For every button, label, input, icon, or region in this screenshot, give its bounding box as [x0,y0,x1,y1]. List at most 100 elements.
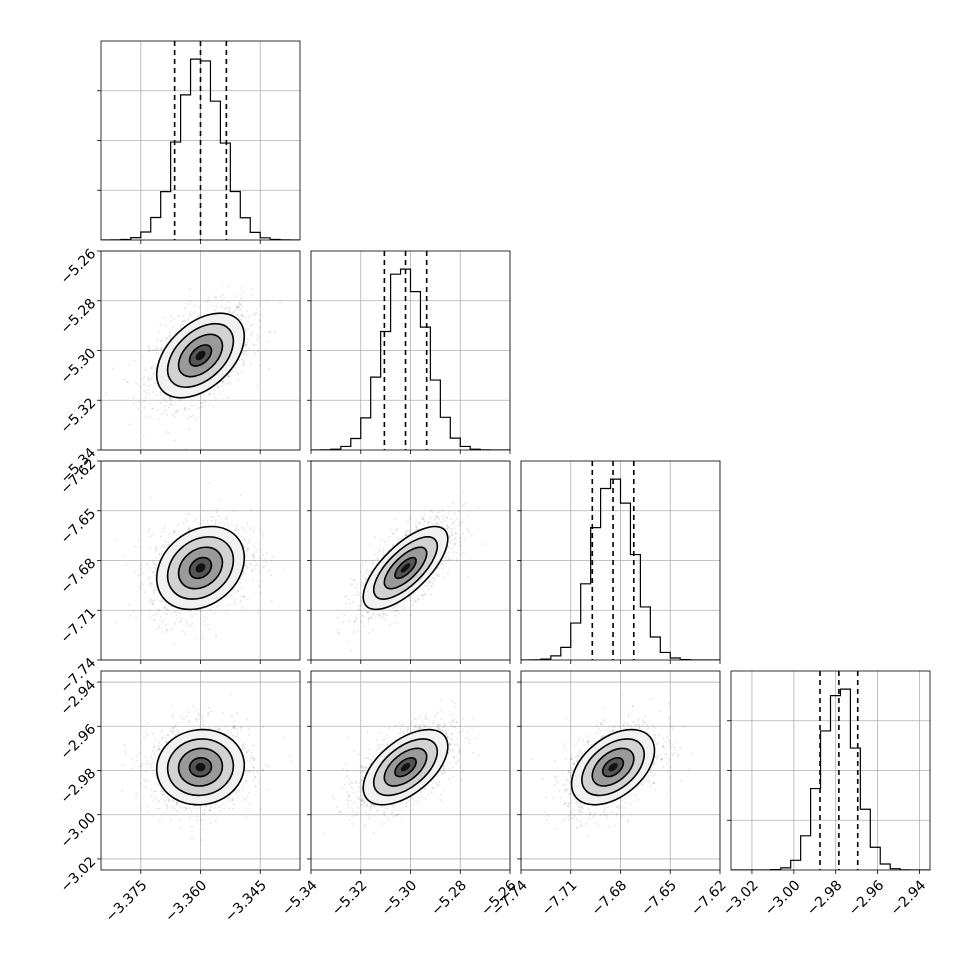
scatter-point [148,527,151,531]
scatter-point [192,705,195,708]
scatter-point [221,281,224,284]
scatter-point [139,806,142,809]
scatter-point [142,434,145,437]
scatter-point [435,521,438,525]
scatter-point [242,570,245,573]
scatter-point [345,640,348,643]
scatter-point [363,583,366,587]
scatter-point [218,601,221,604]
scatter-point [238,790,241,793]
scatter-point [421,594,424,597]
scatter-point [160,599,164,602]
scatter-point [166,612,169,616]
scatter-point [154,563,158,567]
scatter-point [135,754,138,758]
scatter-point [142,583,145,586]
scatter-point [215,606,218,609]
scatter-point [214,803,217,806]
scatter-point [139,385,142,388]
scatter-point [181,630,184,633]
scatter-point [151,372,155,376]
scatter-point [162,316,165,319]
scatter-point [214,296,217,299]
scatter-point [152,570,155,573]
scatter-point [215,296,218,299]
scatter-point [347,620,351,623]
scatter-point [226,515,229,518]
scatter-point [214,396,217,399]
scatter-point [242,537,246,540]
scatter-point [265,299,268,302]
scatter-point [155,352,158,355]
contour-line [373,536,439,600]
scatter-point [178,611,181,614]
scatter-point [270,559,273,563]
scatter-point [228,603,231,606]
scatter-point [207,297,210,300]
scatter-point [405,533,408,536]
scatter-point [261,566,265,569]
scatter-point [246,567,249,570]
scatter-point [236,306,239,309]
scatter-point [154,546,157,550]
scatter-point [216,511,219,514]
scatter-point [104,392,107,395]
scatter-point [250,288,253,291]
scatter-point [168,396,171,399]
scatter-point [184,319,187,322]
scatter-point [187,528,190,531]
scatter-point [137,574,140,577]
scatter-point [251,331,254,334]
scatter-point [163,545,166,549]
scatter-point [365,560,368,563]
scatter-point [451,533,454,537]
scatter-point [351,601,355,604]
scatter-point [289,754,292,758]
scatter-point [200,819,203,822]
scatter-point [227,396,230,399]
scatter-point [160,347,164,350]
scatter-point [464,501,467,505]
scatter-point [234,591,237,594]
scatter-point [155,547,158,550]
scatter-point [260,556,263,559]
scatter-point [145,415,148,418]
scatter-point [454,542,457,545]
scatter-point [229,693,232,696]
scatter-point [433,579,437,582]
panel-content [114,481,285,645]
scatter-point [213,309,216,312]
scatter-point [208,403,212,407]
scatter-point [244,343,247,346]
scatter-point [366,611,369,614]
scatter-point [267,340,270,343]
scatter-point [153,754,157,757]
scatter-point [167,609,170,612]
scatter-point [200,401,203,405]
scatter-point [212,388,215,392]
scatter-point [441,509,444,512]
scatter-point [158,609,161,612]
scatter-point [433,576,436,580]
scatter-point [362,573,365,576]
scatter-point [132,609,135,613]
scatter-point [216,385,219,388]
scatter-point [248,802,251,806]
scatter-point [234,305,238,308]
scatter-point [203,615,206,619]
scatter-point [240,535,243,538]
scatter-point [435,573,438,576]
scatter-point [213,611,216,615]
contour-line [155,312,246,399]
scatter-point [179,325,182,328]
scatter-point [237,314,240,317]
scatter-point [255,385,259,388]
scatter-point [241,359,244,362]
scatter-point [241,586,244,589]
scatter-point [414,600,417,603]
scatter-point [247,315,250,318]
scatter-point [431,523,434,526]
y-tick-label: −5.28 [58,296,100,338]
scatter-point [459,520,462,523]
scatter-point [237,307,240,310]
